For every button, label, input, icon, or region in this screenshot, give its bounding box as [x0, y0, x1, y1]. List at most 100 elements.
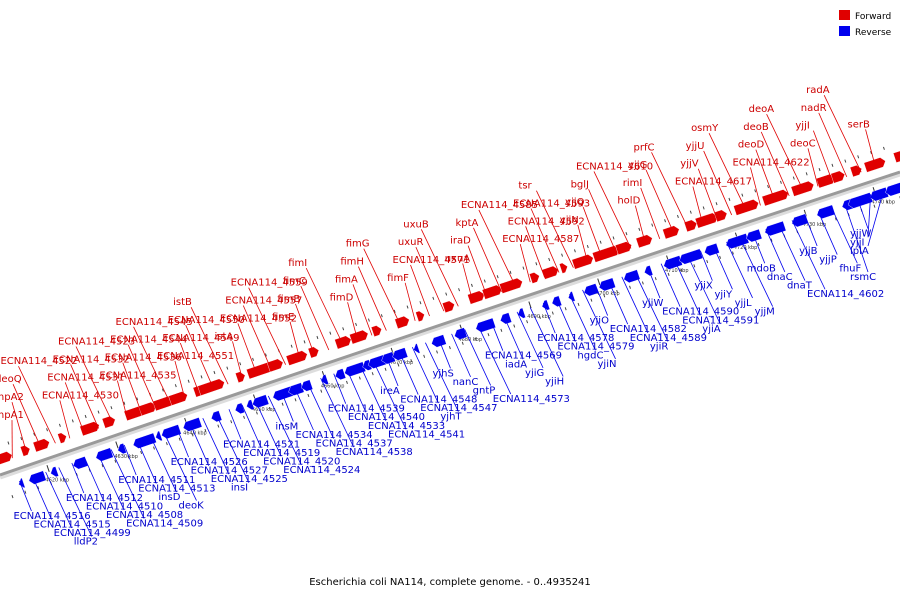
reverse-leader-line: [359, 364, 387, 421]
reverse-gene-label: yjiX: [694, 281, 712, 292]
reverse-leader-line: [123, 444, 137, 476]
reverse-track-mark: [423, 354, 426, 358]
reverse-gene-arrow: [132, 432, 157, 449]
forward-gene-label: ECNA114_4622: [732, 157, 809, 168]
reverse-gene-arrow: [517, 307, 526, 319]
reverse-gene-label: ECNA114_4520: [263, 456, 340, 467]
forward-gene-label: ECNA114_4532: [53, 354, 130, 365]
forward-track-mark: [58, 423, 61, 427]
reverse-gene-label: yjiW: [642, 298, 663, 309]
reverse-gene-label: ECNA114_4582: [610, 324, 687, 335]
reverse-gene-arrow: [161, 424, 182, 440]
reverse-gene-arrow: [869, 186, 890, 202]
forward-gene-arrow: [614, 241, 632, 256]
forward-leader-line: [347, 302, 358, 341]
reverse-gene-label: yjjP: [819, 255, 837, 266]
forward-gene-label: ECNA114_4551: [157, 351, 234, 362]
reverse-track-mark: [230, 420, 233, 424]
forward-track-mark: [380, 314, 383, 318]
axis-tick: [46, 465, 50, 472]
forward-leader-line: [75, 346, 114, 424]
reverse-gene-label: yjiN: [598, 359, 617, 370]
forward-gene-label: fimE: [272, 312, 294, 323]
reverse-leader-line: [503, 316, 524, 360]
axis-tick-label: 4710 kbp: [665, 268, 689, 274]
forward-leader-line: [703, 150, 733, 216]
reverse-track-mark: [770, 238, 773, 242]
forward-gene-arrow: [761, 189, 789, 207]
reverse-gene-label: ECNA114_4499: [54, 528, 131, 539]
forward-gene-label: fimC: [283, 276, 306, 287]
forward-gene-arrow: [541, 265, 559, 280]
forward-leader-line: [237, 323, 258, 375]
reverse-track-mark: [719, 255, 722, 259]
forward-gene-label: uxuR: [398, 237, 424, 248]
reverse-gene-label: ECNA114_4511: [118, 475, 195, 486]
reverse-leader-line: [425, 342, 459, 412]
reverse-track-mark: [281, 402, 284, 406]
forward-track-mark: [136, 397, 139, 401]
forward-leader-line: [415, 246, 445, 312]
reverse-gene-label: ECNA114_4537: [316, 439, 393, 450]
forward-gene-label: fimA: [335, 274, 358, 285]
reverse-track-mark: [268, 406, 271, 411]
reverse-gene-label: ECNA114_4539: [328, 404, 405, 415]
reverse-gene-label: ECNA114_4579: [557, 342, 634, 353]
forward-leader-line: [519, 244, 531, 283]
forward-gene-label: yjjU: [686, 141, 705, 152]
reverse-track-mark: [706, 259, 709, 264]
forward-leader-line: [11, 402, 28, 454]
legend: Forward Reverse: [839, 10, 892, 38]
reverse-gene-arrow: [623, 269, 641, 284]
forward-leader-line: [697, 168, 718, 220]
reverse-leader-line: [595, 285, 608, 316]
forward-leader-line: [64, 382, 85, 434]
reverse-track-mark: [886, 200, 889, 204]
reverse-leader-line: [857, 198, 869, 229]
reverse-leader-line: [830, 207, 858, 264]
forward-track-mark: [432, 296, 435, 300]
forward-gene-arrow: [733, 199, 759, 216]
reverse-leader-line: [765, 228, 786, 273]
reverse-gene-label: ECNA114_4589: [630, 333, 707, 344]
reverse-track-mark: [397, 363, 400, 367]
reverse-leader-line: [713, 246, 733, 290]
forward-track-mark: [548, 257, 551, 262]
reverse-leader-line: [700, 250, 713, 281]
forward-gene-label: ECNA114_4610: [576, 161, 653, 172]
forward-gene-label: ECNA114_4549: [162, 333, 239, 344]
reverse-leader-line: [398, 351, 419, 395]
reverse-gene-arrow: [598, 277, 616, 292]
forward-track-mark: [792, 176, 795, 180]
forward-gene-label: prfC: [634, 142, 655, 153]
forward-gene-arrow: [559, 262, 568, 274]
reverse-gene-label: ECNA114_4519: [243, 448, 320, 459]
forward-gene-label: kptA: [455, 218, 478, 229]
reverse-leader-line: [867, 194, 872, 238]
forward-gene-label: istA: [214, 331, 233, 342]
forward-gene-label: osmY: [691, 123, 719, 134]
forward-gene-label: uxuA: [445, 253, 471, 264]
reverse-gene-label: ECNA114_4508: [106, 510, 183, 521]
reverse-track-mark: [24, 490, 27, 494]
forward-gene-arrow: [168, 391, 188, 406]
reverse-leader-line: [163, 431, 197, 501]
forward-track-mark: [123, 401, 126, 405]
forward-gene-arrow: [499, 277, 523, 294]
reverse-gene-arrow: [679, 248, 704, 265]
forward-gene-label: ECNA114_4535: [99, 371, 176, 382]
reverse-leader-line: [110, 449, 145, 519]
forward-gene-arrow: [849, 165, 863, 178]
forward-track-mark: [882, 146, 885, 150]
forward-gene-label: fimH: [340, 257, 364, 268]
forward-leader-line: [467, 245, 488, 297]
forward-gene-label: ECNA114_4557: [225, 296, 302, 307]
reverse-gene-label: deoK: [178, 501, 204, 512]
forward-leader-line: [305, 267, 344, 346]
reverse-gene-label: ECNA114_4573: [493, 394, 570, 405]
reverse-gene-label: ECNA114_4541: [388, 429, 465, 440]
forward-gene-label: deoD: [738, 140, 765, 151]
forward-gene-arrow: [442, 300, 455, 313]
reverse-track-mark: [539, 315, 541, 319]
reverse-gene-arrow: [252, 394, 270, 409]
